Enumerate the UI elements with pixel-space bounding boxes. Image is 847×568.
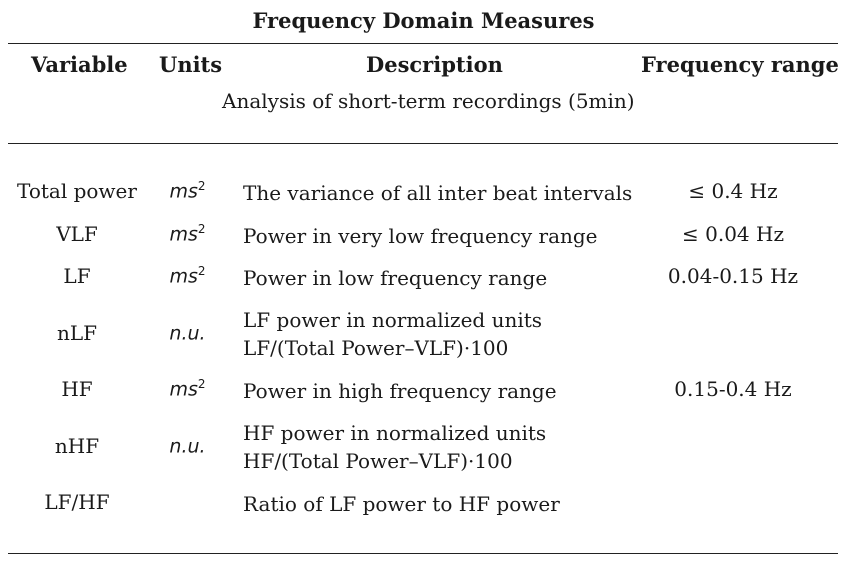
variable-cell: nHF: [54, 434, 100, 458]
variable-cell: nLF: [56, 321, 98, 345]
table-title: Frequency Domain Measures: [252, 8, 595, 33]
description-cell: LF power in normalized units LF/(Total P…: [243, 306, 542, 362]
frequency-cell: ≤ 0.04 Hz: [682, 222, 784, 246]
header-frequency-range: Frequency range: [641, 52, 839, 77]
description-cell: Ratio of LF power to HF power: [243, 492, 560, 516]
description-cell: The variance of all inter beat intervals: [243, 181, 633, 205]
frequency-cell: 0.15-0.4 Hz: [674, 377, 792, 401]
header-variable: Variable: [31, 52, 128, 77]
formula-line: HF/(Total Power–VLF)·100: [243, 449, 513, 473]
frequency-cell: 0.04-0.15 Hz: [667, 264, 799, 288]
variable-cell: HF: [61, 377, 93, 401]
variable-cell: VLF: [56, 222, 98, 246]
description-cell: HF power in normalized units HF/(Total P…: [243, 419, 546, 475]
units-cell: ms2: [169, 222, 206, 246]
description-line: HF power in normalized units: [243, 421, 547, 445]
description-cell: Power in very low frequency range: [243, 224, 598, 248]
top-rule: [8, 43, 838, 44]
description-cell: Power in high frequency range: [243, 379, 557, 403]
units-cell: ms2: [169, 179, 206, 203]
bottom-rule: [8, 553, 838, 554]
variable-cell: LF/HF: [44, 490, 110, 514]
units-cell: ms2: [169, 377, 206, 401]
units-cell: n.u.: [169, 322, 206, 345]
frequency-cell: ≤ 0.4 Hz: [688, 179, 778, 203]
units-cell: ms2: [169, 264, 206, 288]
description-line: LF power in normalized units: [243, 308, 543, 332]
description-cell: Power in low frequency range: [243, 266, 548, 290]
units-cell: n.u.: [169, 435, 206, 458]
header-units: Units: [159, 52, 223, 77]
header-description: Description: [366, 52, 503, 77]
variable-cell: LF: [63, 264, 91, 288]
subheader: Analysis of short-term recordings (5min): [222, 89, 635, 113]
variable-cell: Total power: [17, 179, 137, 203]
header-rule: [8, 143, 838, 144]
formula-line: LF/(Total Power–VLF)·100: [243, 336, 509, 360]
